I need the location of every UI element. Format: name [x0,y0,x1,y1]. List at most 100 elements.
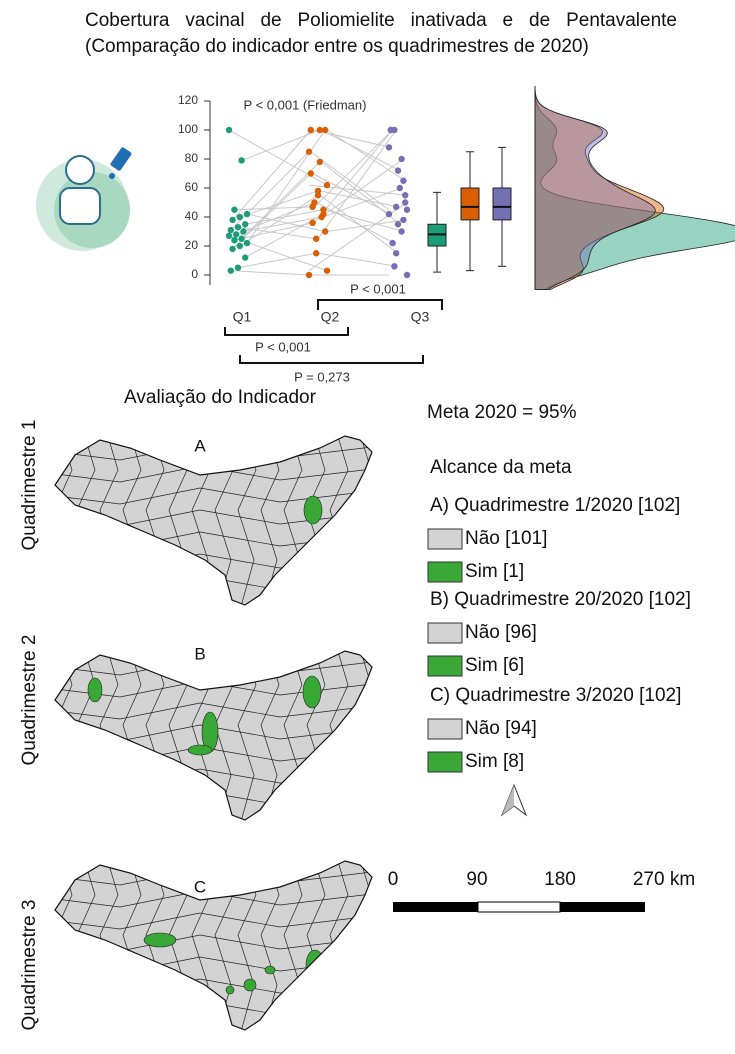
point [225,126,233,134]
y-tick-label: 20 [185,238,199,252]
scale-bar: 0 90 180 270 km [388,869,695,913]
pair-line [321,129,401,172]
pair-line [319,194,399,254]
point [403,206,411,213]
sim-area [185,1013,199,1027]
point [387,126,394,134]
scale-label: 270 km [633,869,695,890]
maps: Avaliação do Indicador A Quadrimestre 1 B Qu… [19,387,373,1041]
point [238,157,245,164]
point [313,235,320,242]
pair-line [228,129,328,186]
pair-line [315,202,395,244]
legend-item: Sim [8] [465,751,524,772]
pair-line [326,129,406,182]
point [400,177,407,184]
legend-item: Sim [1] [465,561,524,582]
legend-item: Não [96] [465,622,537,643]
scale-label: 90 [466,869,487,890]
pair-line [232,173,312,250]
sim-area [303,495,323,525]
pair-line [236,202,315,235]
point [394,167,402,174]
point [243,239,251,247]
legend-title: Alcance da meta [430,457,572,478]
x-tick-label: Q3 [411,309,430,325]
point [396,184,403,192]
north-arrow-shade [502,785,514,815]
pair-line [317,129,397,240]
density [534,86,735,290]
map-letter: B [194,644,205,663]
map-letter: C [194,877,206,896]
y-tick-label: 100 [178,122,198,136]
border [55,861,73,1030]
point [242,221,249,228]
point [236,213,243,221]
row-label: Quadrimestre 1 [19,420,40,551]
point [314,192,322,199]
y-tick-label: 40 [185,209,199,223]
pair-line [246,213,326,232]
point [398,228,405,235]
sim-area [187,744,213,756]
legend-swatch [427,528,463,550]
sim-area [274,659,296,671]
x-tick-label: Q1 [233,309,252,325]
point [316,158,323,166]
point [393,203,400,211]
pair-line [232,129,312,221]
legend-swatch [427,655,463,677]
point [227,267,234,274]
sim-area [239,1033,251,1041]
point [402,192,409,199]
point [242,254,249,261]
point [400,216,407,224]
density [534,86,656,290]
legend-item: Sim [6] [465,655,524,676]
point [320,210,327,218]
sim-area [302,675,322,709]
annotation: P < 0,001 [350,281,406,296]
sim-area [87,677,103,703]
annotation: P < 0,001 [255,339,311,354]
point [234,223,242,231]
point [403,271,411,279]
point [313,250,320,257]
pair-line [324,158,404,215]
legend-swatch [427,718,463,740]
point [391,263,398,270]
annotation: P < 0,001 (Friedman) [244,97,367,112]
map [54,860,373,1041]
point [323,181,331,189]
border [55,1000,372,1018]
border [55,912,372,930]
pair-line [312,173,392,215]
y-tick-label: 0 [191,267,198,281]
scale-label: 180 [544,869,576,890]
map-fill [55,861,372,1030]
bracket [317,299,443,310]
point [394,221,402,228]
pair-line [241,129,320,161]
sim-area [203,995,217,1015]
pair-line [323,187,402,218]
legend-group: A) Quadrimestre 1/2020 [102] [430,495,680,516]
pair-line [241,161,321,240]
sim-area [143,932,177,948]
sim-area [243,978,257,992]
x-tick-label: Q2 [321,309,340,325]
point [307,170,314,177]
point [323,267,331,274]
point [234,264,242,271]
point [233,231,240,238]
point [225,232,233,240]
point [402,199,409,206]
border [55,651,73,820]
legend-swatch [427,622,463,644]
pair-line [230,270,310,276]
pair-line [314,129,393,224]
y-tick-label: 60 [185,180,199,194]
